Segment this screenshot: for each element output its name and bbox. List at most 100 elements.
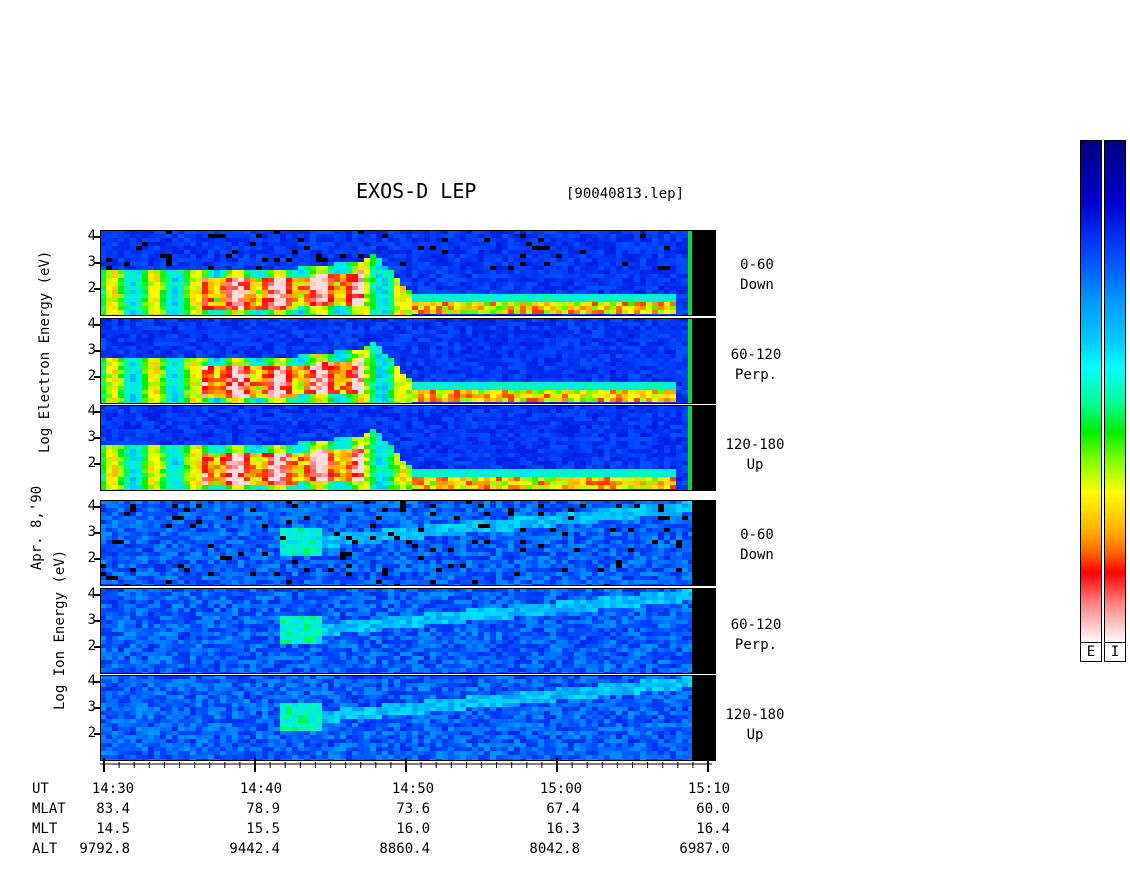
spectrogram-cell xyxy=(184,230,190,234)
spectrogram-cell xyxy=(376,366,382,370)
spectrogram-cell xyxy=(196,250,202,254)
spectrogram-cell xyxy=(358,386,364,390)
spectrogram-cell xyxy=(220,326,226,330)
spectrogram-cell xyxy=(376,394,382,398)
spectrogram-cell xyxy=(304,294,310,298)
spectrogram-cell xyxy=(484,338,490,342)
spectrogram-cell xyxy=(544,298,550,302)
spectrogram-cell xyxy=(442,246,448,250)
spectrogram-cell xyxy=(100,290,106,294)
spectrogram-cell xyxy=(598,394,604,398)
spectrogram-cell xyxy=(298,374,304,378)
spectrogram-cell xyxy=(154,449,160,453)
spectrogram-cell xyxy=(664,382,670,386)
spectrogram-cell xyxy=(268,378,274,382)
spectrogram-cell xyxy=(256,437,262,441)
spectrogram-cell xyxy=(244,413,250,417)
spectrogram-cell xyxy=(256,481,262,485)
spectrogram-cell xyxy=(682,294,688,298)
spectrogram-cell xyxy=(670,290,676,294)
spectrogram-cell xyxy=(316,242,322,246)
spectrogram-cell xyxy=(646,310,652,314)
spectrogram-cell xyxy=(142,358,148,362)
spectrogram-cell xyxy=(370,330,376,334)
spectrogram-cell xyxy=(466,330,472,334)
spectrogram-cell xyxy=(370,398,376,402)
spectrogram-cell xyxy=(526,366,532,370)
spectrogram-cell xyxy=(472,250,478,254)
spectrogram-cell xyxy=(388,378,394,382)
spectrogram-cell xyxy=(184,394,190,398)
spectrogram-cell xyxy=(370,382,376,386)
spectrogram-cell xyxy=(574,366,580,370)
spectrogram-cell xyxy=(316,286,322,290)
spectrogram-cell xyxy=(502,366,508,370)
spectrogram-cell xyxy=(550,274,556,278)
spectrogram-cell xyxy=(646,318,652,322)
spectrogram-cell xyxy=(226,290,232,294)
spectrogram-cell xyxy=(220,405,226,409)
spectrogram-cell xyxy=(286,354,292,358)
spectrogram-cell xyxy=(370,282,376,286)
spectrogram-cell xyxy=(454,330,460,334)
spectrogram-cell xyxy=(136,294,142,298)
spectrogram-cell xyxy=(232,465,238,469)
spectrogram-cell xyxy=(478,374,484,378)
spectrogram-cell xyxy=(100,234,106,238)
spectrogram-cell xyxy=(448,390,454,394)
spectrogram-cell xyxy=(364,394,370,398)
spectrogram-cell xyxy=(646,270,652,274)
spectrogram-cell xyxy=(604,366,610,370)
spectrogram-cell xyxy=(190,485,196,489)
spectrogram-cell xyxy=(130,477,136,481)
spectrogram-cell xyxy=(562,278,568,282)
spectrogram-cell xyxy=(358,358,364,362)
spectrogram-cell xyxy=(238,238,244,242)
spectrogram-cell xyxy=(172,274,178,278)
spectrogram-cell xyxy=(136,461,142,465)
spectrogram-cell xyxy=(316,262,322,266)
spectrogram-cell xyxy=(220,238,226,242)
spectrogram-cell xyxy=(268,326,274,330)
spectrogram-cell xyxy=(358,330,364,334)
spectrogram-cell xyxy=(268,390,274,394)
spectrogram-cell xyxy=(262,378,268,382)
spectrogram-cell xyxy=(124,266,130,270)
spectrogram-cell xyxy=(256,370,262,374)
spectrogram-cell xyxy=(292,290,298,294)
spectrogram-cell xyxy=(604,242,610,246)
spectrogram-cell xyxy=(556,330,562,334)
spectrogram-cell xyxy=(616,338,622,342)
spectrogram-cell xyxy=(628,262,634,266)
spectrogram-cell xyxy=(412,354,418,358)
spectrogram-cell xyxy=(154,234,160,238)
spectrogram-cell xyxy=(676,326,682,330)
spectrogram-cell xyxy=(526,270,532,274)
spectrogram-cell xyxy=(526,282,532,286)
spectrogram-cell xyxy=(418,270,424,274)
spectrogram-cell xyxy=(418,334,424,338)
spectrogram-cell xyxy=(466,246,472,250)
spectrogram-cell xyxy=(646,278,652,282)
spectrogram-cell xyxy=(526,294,532,298)
spectrogram-cell xyxy=(184,429,190,433)
spectrogram-cell xyxy=(232,453,238,457)
spectrogram-cell xyxy=(298,294,304,298)
spectrogram-cell xyxy=(196,330,202,334)
spectrogram-cell xyxy=(142,362,148,366)
spectrogram-cell xyxy=(490,362,496,366)
spectrogram-cell xyxy=(538,370,544,374)
spectrogram-cell xyxy=(640,310,646,314)
spectrogram-cell xyxy=(250,374,256,378)
spectrogram-cell xyxy=(382,350,388,354)
spectrogram-cell xyxy=(298,270,304,274)
spectrogram-cell xyxy=(190,326,196,330)
spectrogram-cell xyxy=(562,334,568,338)
spectrogram-cell xyxy=(466,290,472,294)
spectrogram-cell xyxy=(406,318,412,322)
spectrogram-cell xyxy=(322,274,328,278)
spectrogram-cell xyxy=(544,306,550,310)
spectrogram-cell xyxy=(418,342,424,346)
spectrogram-cell xyxy=(616,262,622,266)
spectrogram-cell xyxy=(358,310,364,314)
